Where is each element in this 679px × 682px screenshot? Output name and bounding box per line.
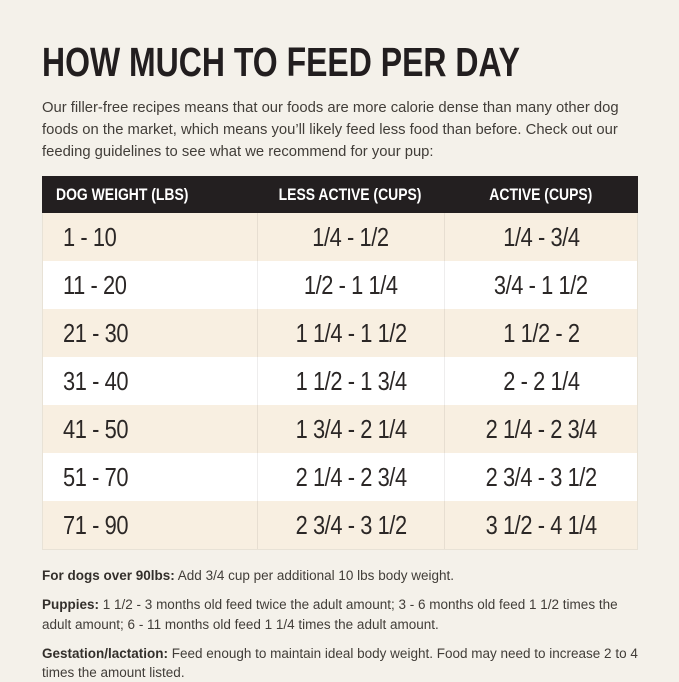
cell-active: 1 1/2 - 2	[443, 309, 637, 358]
cell-less-active: 1 1/4 - 1 1/2	[256, 309, 444, 358]
cell-weight: 51 - 70	[43, 453, 257, 501]
cell-active: 2 - 2 1/4	[443, 357, 637, 406]
cell-value: 2 3/4 - 3 1/2	[485, 461, 597, 492]
page-title: HOW MUCH TO FEED PER DAY	[42, 39, 520, 85]
cell-value: 1 1/2 - 2	[502, 317, 580, 348]
cell-active: 3/4 - 1 1/2	[443, 261, 637, 310]
note-text: 1 1/2 - 3 months old feed twice the adul…	[42, 597, 618, 632]
cell-value: 1 3/4 - 2 1/4	[295, 413, 407, 444]
cell-value: 11 - 20	[63, 269, 127, 300]
note-text: Feed enough to maintain ideal body weigh…	[42, 645, 638, 680]
note-label: Gestation/lactation:	[42, 645, 169, 661]
cell-less-active: 2 1/4 - 2 3/4	[256, 453, 444, 502]
cell-value: 3 1/2 - 4 1/4	[485, 509, 597, 540]
cell-value: 1 - 10	[63, 221, 117, 252]
table-body: 1 - 10 1/4 - 1/2 1/4 - 3/4 11 - 20 1/2 - 1 1…	[43, 213, 637, 550]
column-header-active: ACTIVE (CUPS)	[489, 184, 593, 204]
note-puppies: Puppies: 1 1/2 - 3 months old feed twice…	[42, 595, 642, 633]
cell-active: 2 1/4 - 2 3/4	[443, 405, 637, 454]
note-text: Add 3/4 cup per additional 10 lbs body w…	[177, 568, 454, 584]
cell-less-active: 1/2 - 1 1/4	[256, 261, 444, 310]
note-label: For dogs over 90lbs:	[42, 568, 175, 584]
cell-value: 31 - 40	[63, 365, 129, 396]
feeding-guide-table: DOG WEIGHT (LBS) LESS ACTIVE (CUPS) ACTI…	[42, 176, 638, 551]
note-gestation-lactation: Gestation/lactation: Feed enough to main…	[42, 644, 642, 682]
column-header-dog-weight: DOG WEIGHT (LBS)	[56, 184, 189, 204]
table-row: 21 - 30 1 1/4 - 1 1/2 1 1/2 - 2	[43, 309, 637, 358]
cell-weight: 41 - 50	[43, 405, 257, 453]
cell-weight: 1 - 10	[43, 213, 257, 261]
cell-value: 2 3/4 - 3 1/2	[295, 509, 407, 540]
cell-value: 1 1/2 - 1 3/4	[295, 365, 407, 396]
cell-value: 51 - 70	[63, 461, 129, 492]
table-row: 1 - 10 1/4 - 1/2 1/4 - 3/4	[43, 213, 637, 262]
note-label: Puppies:	[42, 597, 100, 613]
notes-section: For dogs over 90lbs: Add 3/4 cup per add…	[42, 566, 642, 682]
cell-value: 1/4 - 1/2	[312, 221, 390, 252]
cell-weight: 31 - 40	[43, 357, 257, 405]
table-row: 51 - 70 2 1/4 - 2 3/4 2 3/4 - 3 1/2	[43, 453, 637, 502]
cell-less-active: 2 3/4 - 3 1/2	[256, 501, 444, 550]
cell-value: 21 - 30	[63, 317, 129, 348]
table-header-row: DOG WEIGHT (LBS) LESS ACTIVE (CUPS) ACTI…	[42, 176, 638, 214]
cell-less-active: 1 3/4 - 2 1/4	[256, 405, 444, 454]
table-row: 41 - 50 1 3/4 - 2 1/4 2 1/4 - 2 3/4	[43, 405, 637, 454]
cell-weight: 11 - 20	[43, 261, 257, 309]
note-over-90lbs: For dogs over 90lbs: Add 3/4 cup per add…	[42, 566, 642, 585]
cell-active: 1/4 - 3/4	[443, 213, 637, 262]
cell-value: 1/2 - 1 1/4	[304, 269, 398, 300]
cell-weight: 71 - 90	[43, 501, 257, 549]
cell-value: 71 - 90	[63, 509, 129, 540]
cell-value: 41 - 50	[63, 413, 129, 444]
cell-value: 1/4 - 3/4	[502, 221, 580, 252]
cell-value: 3/4 - 1 1/2	[494, 269, 588, 300]
cell-less-active: 1 1/2 - 1 3/4	[256, 357, 444, 406]
table-row: 71 - 90 2 3/4 - 3 1/2 3 1/2 - 4 1/4	[43, 501, 637, 550]
cell-less-active: 1/4 - 1/2	[256, 213, 444, 262]
intro-text: Our filler-free recipes means that our f…	[42, 100, 619, 160]
cell-active: 3 1/2 - 4 1/4	[443, 501, 637, 550]
cell-value: 2 1/4 - 2 3/4	[295, 461, 407, 492]
cell-value: 2 - 2 1/4	[502, 365, 580, 396]
column-header-less-active: LESS ACTIVE (CUPS)	[279, 184, 422, 204]
table-row: 31 - 40 1 1/2 - 1 3/4 2 - 2 1/4	[43, 357, 637, 406]
cell-active: 2 3/4 - 3 1/2	[443, 453, 637, 502]
cell-value: 2 1/4 - 2 3/4	[485, 413, 597, 444]
cell-value: 1 1/4 - 1 1/2	[295, 317, 407, 348]
cell-weight: 21 - 30	[43, 309, 257, 357]
table-row: 11 - 20 1/2 - 1 1/4 3/4 - 1 1/2	[43, 261, 637, 310]
